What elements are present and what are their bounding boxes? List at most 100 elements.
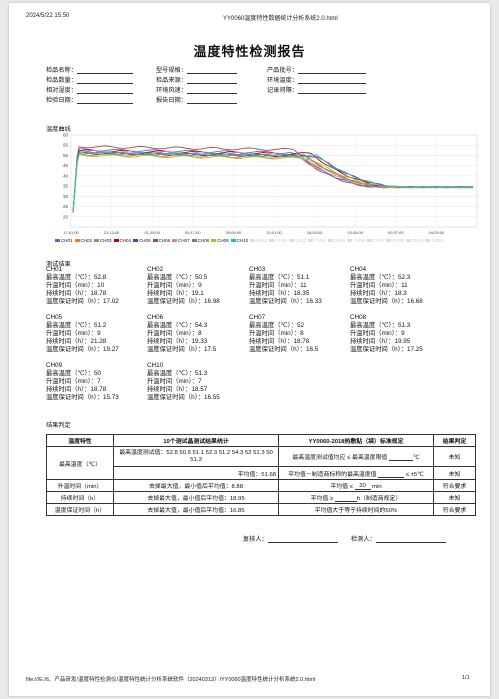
channel-block: CH03 最高温度（℃）：51.1 升温时间（min）：11 持续时间（h）：18.3… — [249, 266, 322, 306]
legend-item[interactable]: CH02 — [73, 238, 92, 243]
legend-swatch — [152, 239, 158, 243]
legend-item[interactable]: CH10 — [229, 238, 248, 243]
channel-max-line: 最高温度（℃）：51.3 — [350, 322, 411, 330]
info-field-blank — [186, 97, 237, 104]
channel-rise-line: 升温时间（min）：9 — [350, 330, 405, 338]
channel-keep-line: 温度保证时间（h）：16.98 — [147, 298, 220, 306]
legend-item-inactive[interactable]: CH15 — [326, 238, 345, 243]
channel-rise-line: 升温时间（min）：7 — [147, 378, 202, 386]
legend-item-inactive[interactable]: CH16 — [345, 238, 365, 243]
hold-result: 未知 — [433, 491, 476, 504]
channel-max-line: 最高温度（℃）：51.2 — [46, 322, 107, 330]
th-standard: YY0060-2018热敷贴（袋）标准规定 — [278, 434, 434, 447]
legend-swatch — [191, 239, 197, 243]
legend-item-inactive[interactable]: CH19 — [404, 238, 423, 243]
channel-keep-line: 温度保证时间（h）：17.5 — [147, 346, 217, 354]
info-field: 检品名称： — [46, 65, 133, 74]
channel-max-line: 最高温度（℃）：54.3 — [147, 322, 208, 330]
info-field-label: 相对湿度： — [46, 87, 77, 94]
channel-hold-line: 持续时间（h）：19.95 — [350, 338, 411, 346]
legend-item-inactive[interactable]: CH14 — [306, 238, 326, 243]
channel-hold-line: 持续时间（h）：21.28 — [46, 338, 107, 346]
legend-item[interactable]: CH09 — [209, 238, 229, 243]
info-field-blank — [76, 77, 133, 84]
legend-item[interactable]: CH06 — [151, 238, 170, 243]
info-field-label: 检品来源： — [156, 77, 187, 84]
legend-item-inactive[interactable]: CH20 — [423, 238, 443, 243]
channel-rise-line: 升温时间（min）：10 — [46, 282, 105, 290]
channel-keep-line: 温度保证时间（h）：17.25 — [350, 346, 423, 354]
info-field-label: 检验日期： — [46, 97, 77, 104]
info-field-label: 环境温度： — [267, 77, 298, 84]
info-field-label: 产品批号： — [267, 67, 298, 74]
legend-item[interactable]: CH04 — [112, 238, 131, 243]
channel-keep-line: 温度保证时间（h）：16.55 — [147, 394, 220, 402]
channel-max-line: 最高温度（℃）：52.8 — [46, 274, 107, 282]
legend-swatch — [55, 239, 60, 243]
avg-standard: 平均值－制造商标称的最高温度值 ≤ ±5℃ — [278, 466, 434, 480]
legend-item[interactable]: CH01 — [53, 238, 73, 243]
y-tick-label: 30 — [63, 194, 69, 199]
channel-rise-line: 升温时间（min）：11 — [249, 282, 307, 290]
info-field: 产品批号： — [267, 65, 366, 74]
info-field-label: 记录间隔： — [267, 87, 298, 94]
channel-keep-line: 温度保证时间（h）：16.68 — [350, 298, 423, 306]
channel-block: CH02 最高温度（℃）：50.5 升温时间（min）：9 持续时间（h）：19.1 温… — [147, 266, 220, 306]
info-field-blank — [297, 77, 366, 84]
print-doc-title: YY0060温度特性数据统计分析系统2.0.html — [223, 16, 338, 22]
legend-item[interactable]: CH07 — [170, 238, 190, 243]
legend-item[interactable]: CH03 — [92, 238, 112, 243]
info-field-blank — [186, 77, 237, 84]
channel-block: CH10 最高温度（℃）：51.3 升温时间（min）：7 持续时间（h）：18.57… — [147, 362, 220, 402]
legend-item-inactive[interactable]: CH13 — [287, 238, 306, 243]
judge-section-title: 结果判定 — [46, 422, 71, 429]
info-field-label: 报告日期： — [156, 97, 187, 104]
info-field-label: 检品名称： — [46, 67, 77, 74]
row-rise-label: 升温时间（min） — [46, 479, 114, 492]
keep-result: 符合要求 — [433, 503, 476, 516]
channel-name: CH06 — [147, 314, 164, 321]
channel-hold-line: 持续时间（h）：18.3 — [350, 290, 407, 298]
max-average: 平均值：51.68 — [113, 466, 279, 480]
channel-block: CH06 最高温度（℃）：54.3 升温时间（min）：8 持续时间（h）：19.33… — [147, 314, 216, 354]
th-property: 温度特性 — [46, 434, 114, 447]
y-tick-label: 20 — [63, 214, 69, 219]
channel-name: CH10 — [147, 362, 164, 369]
channel-rise-line: 升温时间（min）：8 — [249, 330, 304, 338]
legend-swatch — [113, 239, 119, 243]
info-field: 记录间隔： — [267, 85, 366, 94]
channel-name: CH09 — [46, 362, 63, 369]
x-tick-label: 09:09:00 — [226, 230, 242, 235]
info-field: 报告日期： — [156, 95, 237, 104]
channel-rise-line: 升温时间（min）：7 — [46, 378, 101, 386]
hold-statistic: 去掉最大值，最小值后平均值：18.95 — [113, 491, 279, 504]
x-tick-label: 05:17:00 — [185, 230, 201, 235]
legend-item-inactive[interactable]: CH18 — [384, 238, 404, 243]
info-field: 环境风速： — [156, 85, 237, 94]
th-result: 结果判定 — [433, 434, 476, 447]
legend-item-inactive[interactable]: CH11 — [248, 238, 267, 243]
channel-block: CH04 最高温度（℃）：52.3 升温时间（min）：11 持续时间（h）：18.3… — [350, 266, 423, 306]
report-page: 2024/5/22 15:50 YY0060温度特性数据统计分析系统2.0.ht… — [9, 3, 490, 696]
channel-block: CH01 最高温度（℃）：52.8 升温时间（min）：10 持续时间（h）：18.7… — [46, 266, 119, 306]
keep-standard: 平均值大于等于持续时间的50% — [278, 503, 434, 516]
results-section-title: 测试结果 — [46, 261, 71, 268]
inspector-signature: 检测人： — [351, 534, 446, 543]
y-tick-label: 60 — [63, 133, 69, 138]
footer-page: 1/1 — [462, 675, 470, 681]
info-field-blank — [297, 67, 366, 74]
temperature-curve-chart: 60 55 50 45 40 35 30 25 20 17:51:00 21:13:00 01:25:… — [63, 133, 478, 235]
footer-path: file:///E:/6、产品研发/温度特性检测仪/温度特性统计分析系统软件（2… — [26, 677, 316, 683]
max-result: 未知 — [433, 446, 476, 467]
legend-item-inactive[interactable]: CH17 — [365, 238, 384, 243]
legend-item[interactable]: CH05 — [131, 238, 151, 243]
legend-item-inactive[interactable]: CH12 — [267, 238, 287, 243]
channel-name: CH05 — [46, 314, 63, 321]
legend-swatch — [74, 239, 80, 243]
channel-rise-line: 升温时间（min）：9 — [46, 330, 101, 338]
legend-swatch — [211, 239, 217, 243]
channel-max-line: 最高温度（℃）：51.3 — [147, 370, 208, 378]
legend-item[interactable]: CH08 — [190, 238, 209, 243]
y-tick-label: 35 — [63, 184, 69, 189]
x-tick-label: 20:45:00 — [347, 230, 363, 235]
